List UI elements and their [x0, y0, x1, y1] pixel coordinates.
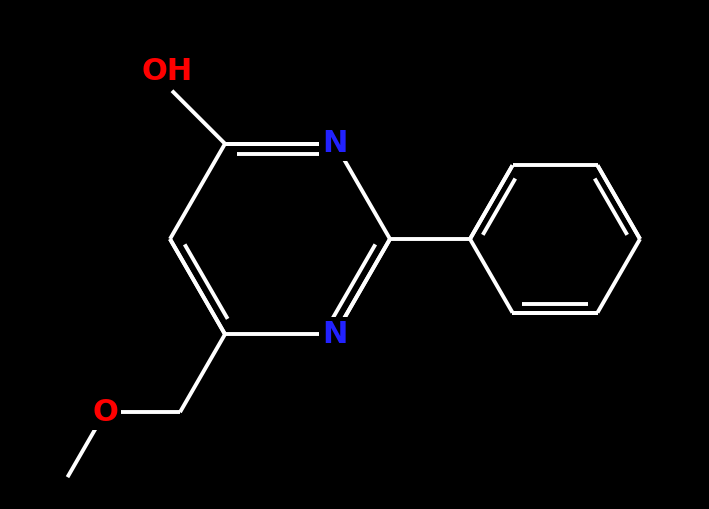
Text: N: N: [323, 129, 347, 158]
Text: N: N: [323, 320, 347, 349]
Text: OH: OH: [141, 56, 193, 86]
Text: O: O: [92, 398, 118, 427]
